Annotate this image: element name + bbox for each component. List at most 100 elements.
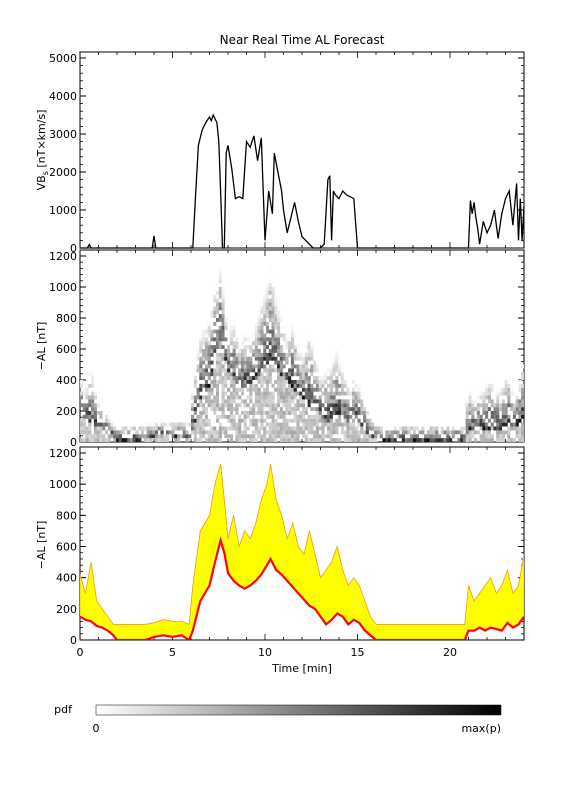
pdf-cell (521, 407, 524, 411)
pdf-cell (204, 329, 208, 334)
pdf-cell (238, 352, 242, 357)
pdf-cell (91, 407, 95, 411)
pdf-cell (260, 337, 264, 342)
pdf-cell (252, 333, 256, 338)
pdf-cell (202, 356, 206, 361)
pdf-cell (507, 430, 511, 435)
pdf-cell (204, 418, 208, 423)
pdf-cell (224, 325, 228, 330)
pdf-cell (285, 411, 289, 415)
pdf-cell (168, 422, 172, 427)
pdf-cell (221, 426, 225, 431)
pdf-cell (129, 426, 133, 431)
pdf-cell (252, 407, 256, 411)
pdf-cell (221, 337, 225, 342)
pdf-cell (271, 321, 275, 326)
pdf-cell (271, 318, 275, 322)
pdf-cell (471, 422, 475, 427)
pdf-cell (268, 283, 272, 287)
pdf-cell (241, 391, 245, 396)
pdf-cell (96, 438, 100, 442)
pdf-cell (218, 368, 222, 373)
pdf-cell (141, 430, 145, 435)
pdf-cell (243, 399, 247, 404)
pdf-cell (185, 438, 189, 442)
pdf-cell (121, 438, 125, 442)
pdf-cell (182, 434, 186, 439)
pdf-cell (254, 383, 258, 388)
pdf-cell (110, 422, 114, 427)
pdf-cell (265, 302, 269, 307)
pdf-cell (426, 434, 430, 439)
pdf-cell (229, 337, 233, 342)
pdf-cell (332, 403, 336, 408)
pdf-cell (340, 372, 344, 377)
pdf-cell (196, 403, 200, 408)
pdf-cell (274, 298, 278, 303)
pdf-cell (432, 438, 436, 442)
pdf-cell (199, 399, 203, 404)
pdf-cell (268, 403, 272, 408)
pdf-cell (468, 411, 472, 415)
pdf-cell (265, 287, 269, 291)
pdf-cell (191, 426, 195, 431)
pdf-cell (321, 414, 325, 419)
pdf-cell (499, 434, 503, 439)
pdf-cell (216, 407, 220, 411)
pdf-cell (218, 329, 222, 334)
pdf-cell (299, 380, 303, 384)
pdf-cell (332, 438, 336, 442)
pdf-cell (485, 403, 489, 408)
pdf-cell (365, 411, 369, 415)
pdf-cell (188, 434, 192, 439)
pdf-cell (499, 403, 503, 408)
pdf-cell (496, 414, 500, 419)
pdf-cell (82, 391, 86, 396)
pdf-cell (277, 333, 281, 338)
pdf-cell (232, 391, 236, 396)
pdf-cell (185, 422, 189, 427)
pdf-cell (363, 418, 367, 423)
pdf-cell (290, 352, 294, 357)
pdf-cell (304, 368, 308, 373)
pdf-cell (207, 434, 211, 439)
pdf-cell (218, 341, 222, 346)
pdf-cell (332, 383, 336, 388)
pdf-cell (315, 376, 319, 380)
pdf-cell (274, 407, 278, 411)
pdf-cell (243, 352, 247, 357)
pdf-cell (274, 306, 278, 311)
pdf-cell (282, 333, 286, 338)
pdf-cell (216, 372, 220, 377)
pdf-cell (199, 349, 203, 353)
pdf-cell (435, 430, 439, 435)
pdf-cell (354, 430, 358, 435)
pdf-cell (374, 426, 378, 431)
pdf-cell (338, 399, 342, 404)
pdf-cell (249, 391, 253, 396)
pdf-cell (243, 434, 247, 439)
pdf-cell (116, 438, 120, 442)
pdf-cell (327, 434, 331, 439)
pdf-cell (257, 418, 261, 423)
pdf-cell (235, 387, 239, 392)
pdf-cell (143, 438, 147, 442)
pdf-cell (338, 414, 342, 419)
pdf-cell (241, 383, 245, 388)
pdf-cell (510, 422, 514, 427)
pdf-cell (179, 434, 183, 439)
pdf-cell (252, 438, 256, 442)
pdf-cell (216, 345, 220, 349)
pdf-cell (313, 395, 317, 400)
pdf-cell (296, 407, 300, 411)
pdf-cell (271, 287, 275, 291)
pdf-cell (238, 438, 242, 442)
pdf-cell (260, 352, 264, 357)
pdf-cell (476, 395, 480, 400)
pdf-cell (243, 333, 247, 338)
pdf-cell (257, 411, 261, 415)
pdf-cell (329, 422, 333, 427)
pdf-cell (318, 426, 322, 431)
pdf-cell (354, 426, 358, 431)
pdf-cell (468, 407, 472, 411)
